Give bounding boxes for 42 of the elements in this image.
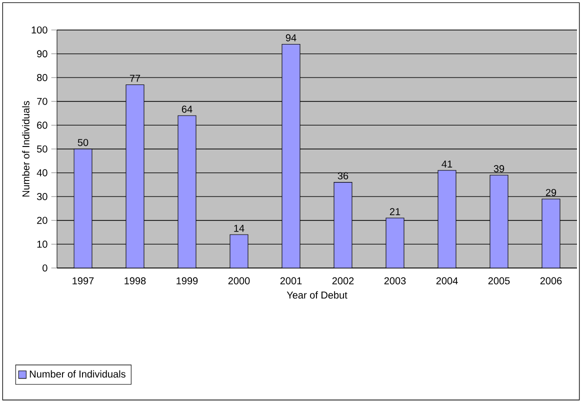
bar [386, 218, 404, 268]
bar [334, 182, 352, 268]
x-tick-label: 2004 [436, 277, 458, 284]
bar [282, 44, 300, 268]
data-label: 21 [390, 208, 400, 216]
y-tick-label: 10 [37, 240, 48, 248]
y-tick-label: 20 [37, 216, 48, 224]
y-axis-title: Number of Individuals [22, 101, 30, 197]
y-tick-label: 90 [37, 50, 48, 58]
data-label: 94 [286, 34, 296, 42]
bar [74, 148, 92, 268]
bar [438, 170, 456, 268]
y-tick-label: 40 [36, 169, 48, 176]
bar [542, 198, 560, 268]
x-tick-label: 1998 [124, 277, 146, 284]
y-tick-label: 30 [36, 193, 48, 200]
data-label: 14 [234, 224, 244, 232]
data-label: 50 [78, 138, 88, 146]
legend-label: Number of Individuals [30, 370, 126, 378]
y-tick-label: 50 [36, 145, 48, 153]
bar [126, 84, 144, 268]
y-tick-label: 60 [37, 122, 48, 129]
x-tick-label: 2002 [332, 277, 354, 284]
data-label: 41 [442, 160, 452, 168]
y-tick-label: 80 [37, 74, 48, 82]
x-tick-label: 2001 [280, 277, 302, 284]
x-tick-label: 2006 [540, 277, 562, 284]
x-tick-label: 2000 [228, 277, 250, 284]
data-label: 64 [182, 106, 192, 113]
x-tick-label: 1997 [72, 277, 94, 284]
bar [230, 234, 248, 268]
x-tick-label: 2003 [384, 277, 406, 284]
data-label: 29 [546, 188, 556, 196]
y-tick-label: 70 [37, 98, 48, 105]
x-tick-label: 2005 [488, 277, 510, 284]
bar [178, 116, 196, 268]
data-label: 39 [494, 165, 504, 172]
y-tick-label: 100 [32, 26, 48, 34]
x-tick-label: 1999 [176, 277, 198, 284]
x-axis-title: Year of Debut [286, 291, 348, 299]
y-tick-label: 0 [42, 264, 48, 272]
bar [490, 175, 508, 268]
